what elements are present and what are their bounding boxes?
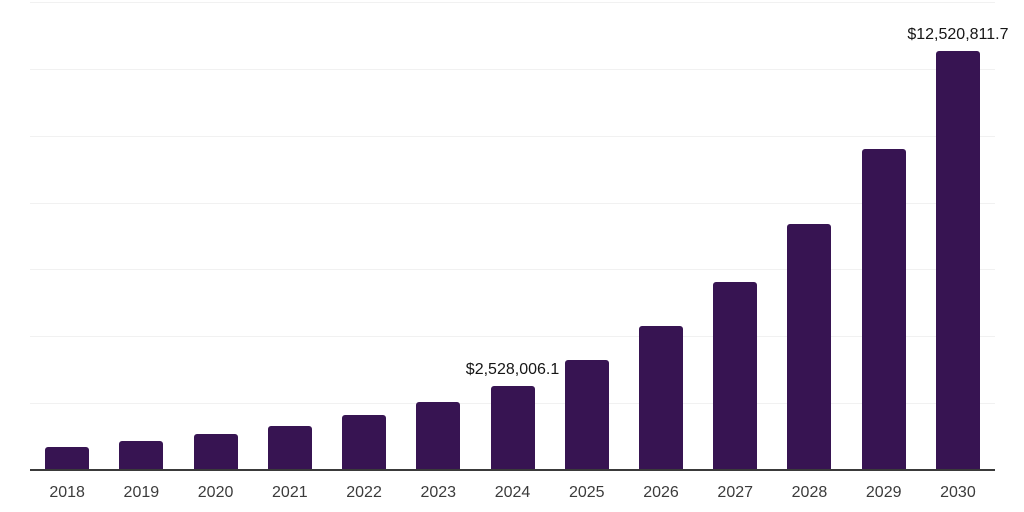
- bar-slot-2029: [847, 2, 921, 470]
- bar-slot-2021: [253, 2, 327, 470]
- gridline: [30, 69, 995, 70]
- x-axis-label-2025: 2025: [568, 484, 605, 501]
- bar-2023: [416, 401, 461, 470]
- bar-slot-2018: [30, 2, 104, 470]
- plot-area: $2,528,006.1 $12,520,811.7: [30, 2, 1008, 470]
- bar-2025: [564, 359, 609, 470]
- bar-slot-2028: [772, 2, 846, 470]
- gridline: [30, 2, 995, 3]
- bar-slot-2022: [327, 2, 401, 470]
- bar-slot-2019: [104, 2, 178, 470]
- gridline: [30, 269, 995, 270]
- bar-slot-2020: [178, 2, 252, 470]
- bar-slot-2024: $2,528,006.1: [466, 2, 559, 470]
- x-axis-label-2018: 2018: [49, 484, 85, 501]
- bar-2028: [787, 224, 832, 470]
- x-axis-label-2026: 2026: [643, 484, 679, 501]
- gridline: [30, 336, 995, 337]
- bar-2020: [193, 434, 238, 470]
- bar-slot-2025: [550, 2, 624, 470]
- gridline: [30, 136, 995, 137]
- bar-2024: [490, 385, 535, 470]
- bar-2027: [713, 281, 758, 470]
- x-axis-label-2023: 2023: [420, 484, 457, 501]
- bar-slot-2023: [401, 2, 475, 470]
- x-axis-labels: 2018 2019 2020 2021 2022 2023 2024 2025 2026 2027…: [30, 483, 995, 503]
- x-axis-label-2022: 2022: [346, 484, 382, 501]
- bar-2026: [638, 325, 683, 470]
- x-axis-label-2020: 2020: [197, 484, 234, 501]
- x-axis-label-2027: 2027: [717, 484, 754, 501]
- bar-2022: [342, 415, 387, 470]
- bar-2029: [861, 149, 906, 470]
- x-axis-label-2021: 2021: [272, 484, 308, 501]
- bar-2030: [935, 51, 980, 470]
- gridline: [30, 203, 995, 204]
- data-label-2024: $2,528,006.1: [465, 360, 560, 378]
- x-axis-label-2024: 2024: [494, 484, 531, 501]
- x-axis-label-2019: 2019: [123, 484, 160, 501]
- data-label-2030: $12,520,811.7: [907, 26, 1009, 44]
- x-axis-label-2030: 2030: [940, 484, 976, 501]
- bar-slot-2027: [698, 2, 772, 470]
- bar-2019: [119, 441, 164, 470]
- bar-series: $2,528,006.1 $12,520,811.7: [30, 2, 1008, 470]
- bar-2021: [267, 425, 312, 470]
- x-axis-label-2029: 2029: [865, 484, 902, 501]
- bar-slot-2030: $12,520,811.7: [907, 2, 1008, 470]
- bar-slot-2026: [624, 2, 698, 470]
- x-axis-line: [30, 469, 995, 471]
- x-axis-label-2028: 2028: [791, 484, 828, 501]
- bar-2018: [45, 446, 90, 470]
